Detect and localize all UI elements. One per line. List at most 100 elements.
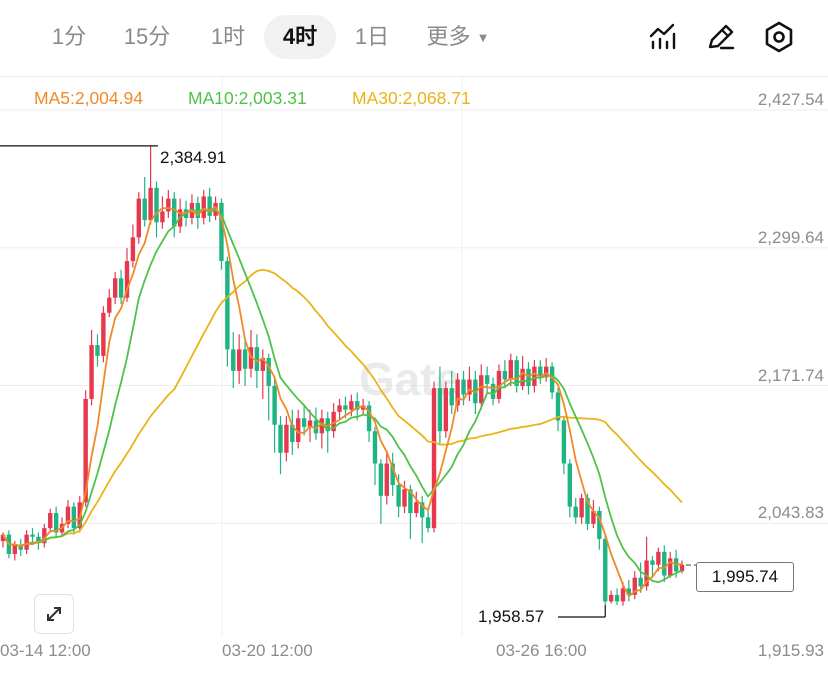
date-axis-label: 03-20 12:00 <box>222 641 313 660</box>
price-markers <box>0 145 696 618</box>
candle-body <box>266 357 271 386</box>
candle-body <box>290 424 295 442</box>
candle-body <box>378 463 384 496</box>
candle-body <box>48 513 53 529</box>
high-price-label: 2,384.91 <box>160 148 227 167</box>
candle-body <box>207 196 212 216</box>
price-axis-label: 1,915.93 <box>757 641 824 660</box>
tab-1hour[interactable]: 1时 <box>210 24 246 49</box>
candle-body <box>201 196 206 218</box>
candle-body <box>414 502 419 514</box>
candle-body <box>296 418 301 442</box>
candle-body <box>42 528 47 544</box>
candle-body <box>644 560 649 587</box>
candle-body <box>195 202 201 218</box>
tab-1day[interactable]: 1日 <box>354 24 390 49</box>
candle-body <box>585 497 590 524</box>
more-dropdown[interactable]: 更多 ▼ <box>420 15 496 59</box>
candle-body <box>443 388 449 432</box>
candle-body <box>12 545 18 554</box>
candle-body <box>284 424 289 453</box>
more-label: 更多 <box>426 24 471 49</box>
ma5-legend: MA5:2,004.94 <box>34 88 143 108</box>
candle-body <box>124 261 130 298</box>
candle-body <box>555 392 561 421</box>
candle-body <box>18 545 23 550</box>
expand-icon <box>47 607 61 621</box>
candle-body <box>172 198 177 227</box>
candle-body <box>225 261 230 350</box>
candle-body <box>603 538 608 602</box>
candle-body <box>95 345 100 356</box>
candle-body <box>343 405 348 410</box>
candle-body <box>408 489 413 514</box>
candle-body <box>24 534 29 550</box>
candle-body <box>390 463 395 486</box>
tab-15min[interactable]: 15分 <box>123 24 171 49</box>
candle-body <box>313 420 319 434</box>
candle-body <box>620 588 626 602</box>
draw-pen-icon[interactable] <box>704 20 738 54</box>
candle-body <box>544 366 549 378</box>
tab-1min[interactable]: 1分 <box>51 24 87 49</box>
candle-body <box>608 594 614 602</box>
candle-body <box>231 349 236 371</box>
candle-body <box>437 388 443 432</box>
candle-body <box>112 278 118 298</box>
price-axis-label: 2,299.64 <box>757 228 824 247</box>
candle-body <box>242 349 248 369</box>
candle-body <box>166 198 171 212</box>
ma10-line <box>2 208 683 584</box>
indicator-icon[interactable] <box>646 20 680 54</box>
fullscreen-button[interactable] <box>34 594 74 634</box>
ma-lines-group <box>2 206 683 598</box>
candle-body <box>130 237 136 262</box>
date-axis-label: 03-14 12:00 <box>0 641 91 660</box>
candle-body <box>301 418 307 427</box>
candle-body <box>579 497 584 518</box>
candle-body <box>679 564 685 572</box>
candle-body <box>83 398 88 503</box>
candle-body <box>360 405 366 410</box>
candle-body <box>154 187 159 223</box>
candle-body <box>502 370 508 380</box>
candle-body <box>331 411 336 432</box>
ma30-line <box>2 268 683 547</box>
candle-body <box>148 187 153 221</box>
caret-down-icon: ▼ <box>476 30 490 45</box>
candle-body <box>107 297 112 313</box>
candle-body <box>307 420 313 427</box>
candle-body <box>514 360 519 386</box>
candle-body <box>520 368 525 386</box>
candle-body <box>366 405 372 432</box>
price-axis-label: 2,427.54 <box>757 90 824 109</box>
candle-body <box>278 424 283 453</box>
last-price-tag: 1,995.74 <box>696 562 794 592</box>
candle-body <box>142 198 147 221</box>
candle-body <box>30 534 35 537</box>
candle-body <box>402 489 407 507</box>
candle-body <box>65 506 71 524</box>
candle-body <box>591 510 596 524</box>
candle-body <box>260 357 265 371</box>
candle-body <box>490 383 496 399</box>
candlestick-chart[interactable]: Gate <box>0 77 828 637</box>
settings-gear-icon[interactable] <box>762 20 796 54</box>
candle-body <box>36 536 41 544</box>
candle-body <box>549 366 555 393</box>
candle-body <box>479 375 484 404</box>
candle-body <box>638 577 643 587</box>
chart-grid <box>0 77 828 637</box>
candle-body <box>455 379 460 406</box>
date-axis-label: 03-26 16:00 <box>496 641 587 660</box>
candle-body <box>538 366 543 378</box>
price-axis-label: 2,043.83 <box>757 503 824 522</box>
candle-body <box>160 211 165 223</box>
candle-body <box>449 388 454 406</box>
candle-body <box>425 517 431 529</box>
candle-body <box>355 401 360 410</box>
tab-4hour[interactable]: 4时 <box>264 15 336 59</box>
candle-body <box>272 385 277 425</box>
candle-body <box>614 594 620 602</box>
candle-body <box>136 198 141 238</box>
